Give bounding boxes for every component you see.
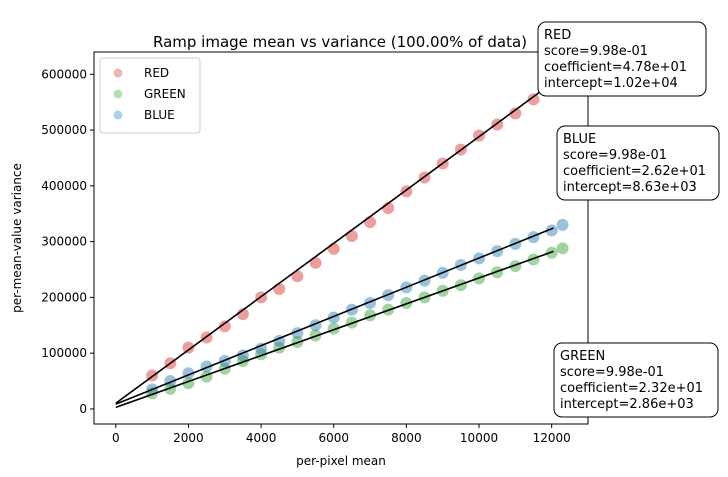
annotation-text-green: score=9.98e-01 [560,365,664,380]
legend-marker-green [113,89,123,99]
green-point [527,253,540,266]
y-tick-label: 200000 [41,290,87,304]
red-point [327,242,340,255]
legend: RED GREEN BLUE [99,57,201,134]
red-point [364,216,377,229]
red-point [182,341,195,354]
x-tick-label: 6000 [318,431,349,445]
green-point [556,242,569,255]
legend-frame [99,57,201,134]
x-tick-label: 2000 [173,431,204,445]
y-tick-label: 500000 [41,123,87,137]
red-point [218,320,231,333]
fit-annotations: REDscore=9.98e-01coefficient=4.78e+01int… [537,21,720,418]
red-point [236,308,249,321]
green-point [236,354,249,367]
annotation-text-green: GREEN [560,349,605,364]
legend-label-red: RED [144,66,169,80]
y-tick-label: 300000 [41,235,87,249]
annotation-text-red: score=9.98e-01 [544,44,648,59]
legend-label-green: GREEN [144,87,186,101]
annotation-box-green [553,342,719,418]
legend-marker-red [113,68,123,78]
y-tick-label: 100000 [41,346,87,360]
green-fit-line [115,250,554,409]
green-point [400,296,413,309]
y-axis-label: per-mean-value variance [10,163,24,313]
plot-area [115,82,569,409]
annotation-text-red: coefficient=4.78e+01 [544,60,687,75]
annotation-text-red: intercept=1.02e+04 [544,76,678,91]
plot-frame [93,51,589,425]
annotation-text-blue: coefficient=2.62e+01 [563,164,706,179]
red-point [527,93,540,106]
blue-point [545,224,558,237]
red-point [273,283,286,296]
legend-marker-blue [113,110,123,120]
blue-fit-line [115,227,554,405]
x-tick-label: 12000 [533,431,571,445]
chart-title: Ramp image mean vs variance (100.00% of … [153,33,527,51]
green-point [309,329,322,342]
y-tick-label: 400000 [41,179,87,193]
annotation-text-blue: intercept=8.63e+03 [563,180,697,195]
annotation-box-red [537,21,707,97]
red-point [509,107,522,120]
axes: 0 2000 4000 6000 8000 10000 12000 0 100000 200000… [41,67,571,445]
x-tick-label: 4000 [246,431,277,445]
annotation-text-green: intercept=2.86e+03 [560,397,694,412]
red-point [345,230,358,243]
x-tick-label: 8000 [391,431,422,445]
red-fit-line [115,89,544,404]
annotation-box-blue [556,125,720,201]
red-point [309,256,322,269]
blue-point [255,342,268,355]
x-axis-label: per-pixel mean [296,454,386,468]
legend-label-blue: BLUE [144,108,175,122]
blue-point [556,218,569,231]
y-tick-label: 0 [79,402,87,416]
green-point [164,382,177,395]
annotation-text-blue: BLUE [563,132,596,147]
y-tick-label: 600000 [41,67,87,81]
red-point [291,270,304,283]
annotation-text-red: RED [544,28,571,43]
annotation-text-green: coefficient=2.32e+01 [560,381,703,396]
green-point [327,322,340,335]
x-tick-label: 10000 [460,431,498,445]
x-tick-label: 0 [112,431,120,445]
annotation-text-blue: score=9.98e-01 [563,148,667,163]
